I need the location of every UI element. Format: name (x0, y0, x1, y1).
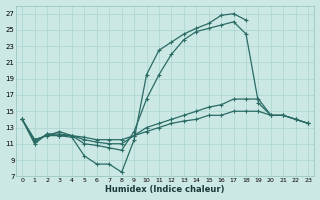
X-axis label: Humidex (Indice chaleur): Humidex (Indice chaleur) (106, 185, 225, 194)
